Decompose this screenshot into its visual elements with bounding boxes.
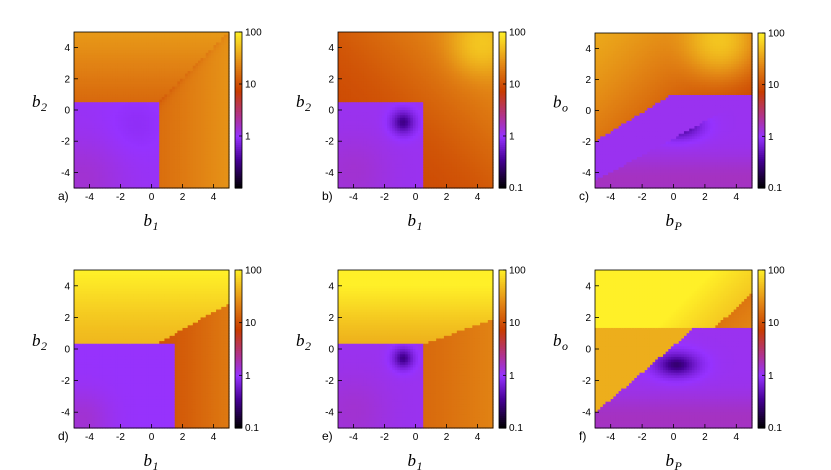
heatmap-cells bbox=[74, 32, 230, 189]
